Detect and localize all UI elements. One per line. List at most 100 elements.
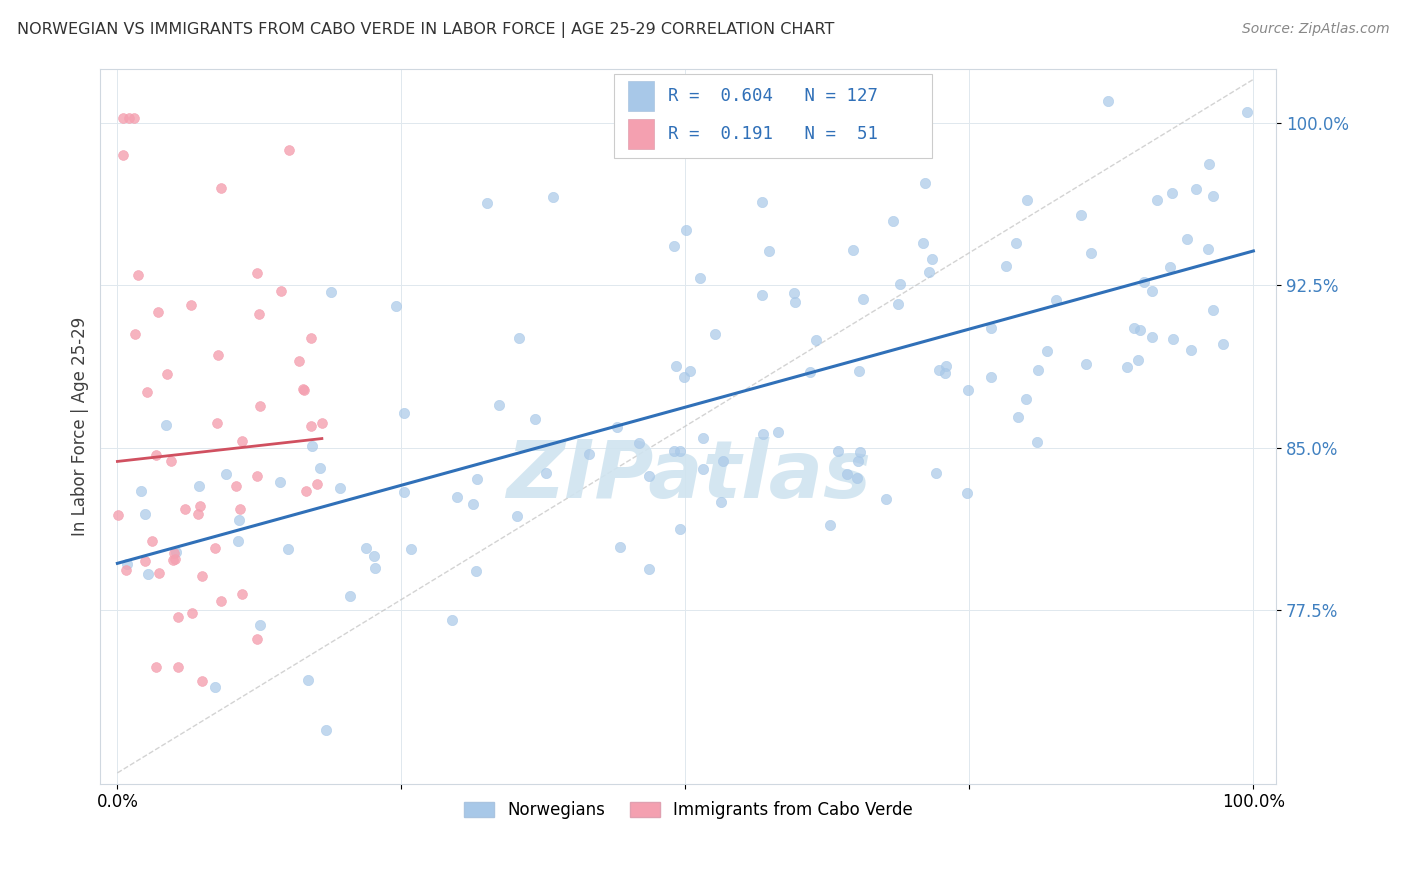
Point <box>124 112 146 126</box>
Point <box>165 544 187 558</box>
Point <box>1026 363 1049 377</box>
Point <box>363 549 385 563</box>
Point <box>1202 302 1225 317</box>
Point <box>315 723 337 737</box>
Point <box>672 370 695 384</box>
Point <box>127 268 149 282</box>
Point <box>957 383 980 397</box>
Point <box>1126 353 1149 368</box>
Point <box>665 359 688 373</box>
Point <box>882 214 904 228</box>
Point <box>392 406 415 420</box>
Point <box>291 382 314 396</box>
Point <box>249 618 271 632</box>
Point <box>852 292 875 306</box>
Point <box>1015 392 1038 406</box>
Point <box>145 448 167 462</box>
Point <box>689 271 711 285</box>
Point <box>912 235 935 250</box>
Point <box>1180 343 1202 357</box>
Text: ZIPatlas: ZIPatlas <box>506 437 870 516</box>
Point <box>669 444 692 458</box>
Point <box>675 223 697 237</box>
Point <box>980 370 1002 384</box>
Point <box>1198 157 1220 171</box>
Point <box>662 443 685 458</box>
Point <box>766 425 789 440</box>
Point <box>692 462 714 476</box>
Point <box>301 439 323 453</box>
Point <box>1202 189 1225 203</box>
Point <box>1197 242 1219 256</box>
Point <box>270 284 292 298</box>
Point <box>288 354 311 368</box>
Text: R =  0.191   N =  51: R = 0.191 N = 51 <box>668 126 879 144</box>
Point <box>299 331 322 345</box>
Point <box>534 467 557 481</box>
Point <box>752 427 775 442</box>
Point <box>170 801 193 815</box>
Bar <box>628 80 654 111</box>
Point <box>166 610 188 624</box>
Point <box>146 305 169 319</box>
Point <box>115 563 138 577</box>
Point <box>842 244 865 258</box>
Point <box>118 112 141 126</box>
Point <box>364 560 387 574</box>
Point <box>488 398 510 412</box>
Point <box>209 180 232 194</box>
Point <box>845 471 868 485</box>
Point <box>806 333 828 347</box>
Point <box>543 190 565 204</box>
Point <box>1036 343 1059 358</box>
Point <box>1175 232 1198 246</box>
Legend: Norwegians, Immigrants from Cabo Verde: Norwegians, Immigrants from Cabo Verde <box>457 794 920 825</box>
Point <box>124 327 146 342</box>
Point <box>136 385 159 400</box>
Point <box>231 434 253 448</box>
Text: NORWEGIAN VS IMMIGRANTS FROM CABO VERDE IN LABOR FORCE | AGE 25-29 CORRELATION C: NORWEGIAN VS IMMIGRANTS FROM CABO VERDE … <box>17 22 834 38</box>
Point <box>207 348 229 362</box>
Point <box>669 522 692 536</box>
Point <box>308 460 330 475</box>
Point <box>181 606 204 620</box>
Point <box>783 295 806 310</box>
Point <box>269 475 291 489</box>
Point <box>523 412 546 426</box>
Point <box>875 492 897 507</box>
Point <box>783 286 806 301</box>
Point <box>1236 104 1258 119</box>
Point <box>1129 323 1152 337</box>
Point <box>1163 332 1185 346</box>
Point <box>638 562 661 576</box>
Point <box>190 674 212 689</box>
Point <box>994 260 1017 274</box>
Point <box>662 238 685 252</box>
Point <box>155 418 177 433</box>
Point <box>145 660 167 674</box>
Point <box>1026 435 1049 450</box>
Point <box>134 554 156 568</box>
Point <box>980 320 1002 334</box>
Point <box>758 244 780 258</box>
Point <box>305 477 328 491</box>
Point <box>246 267 269 281</box>
FancyBboxPatch shape <box>614 73 932 158</box>
Point <box>247 307 270 321</box>
Point <box>297 673 319 687</box>
Point <box>180 297 202 311</box>
Text: Source: ZipAtlas.com: Source: ZipAtlas.com <box>1241 22 1389 37</box>
Point <box>628 436 651 450</box>
Point <box>245 469 267 483</box>
Point <box>319 285 342 300</box>
Point <box>148 566 170 580</box>
Point <box>928 363 950 377</box>
Point <box>228 513 250 527</box>
Point <box>162 553 184 567</box>
Point <box>339 589 361 603</box>
Point <box>231 586 253 600</box>
Point <box>1160 186 1182 201</box>
Point <box>392 484 415 499</box>
Point <box>818 518 841 533</box>
Point <box>1070 208 1092 222</box>
